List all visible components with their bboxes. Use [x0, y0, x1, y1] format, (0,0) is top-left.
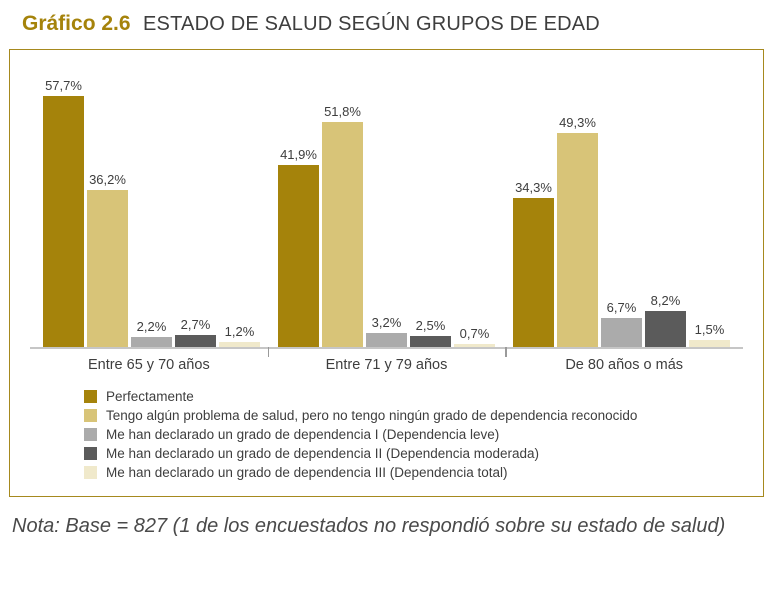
- bar: [513, 198, 554, 347]
- legend-label: Me han declarado un grado de dependencia…: [106, 465, 508, 480]
- bar-value-label: 2,5%: [415, 318, 446, 333]
- bar-value-label: 57,7%: [45, 78, 82, 93]
- bar-value-label: 51,8%: [324, 104, 361, 119]
- chart-frame: 57,7% 36,2% 2,2% 2,7% 1,2% 41,9% 51,8% 3,2% 2,5%…: [9, 49, 764, 497]
- bar: [366, 333, 407, 347]
- bar-value-label: 2,7%: [180, 317, 211, 332]
- bar-column: 6,7%: [601, 300, 642, 347]
- legend-swatch-icon: [84, 466, 97, 479]
- legend: Perfectamente Tengo algún problema de sal…: [84, 389, 745, 480]
- bar-value-label: 36,2%: [89, 172, 126, 187]
- bar-group: 57,7% 36,2% 2,2% 2,7% 1,2%: [34, 60, 269, 347]
- bar-group: 34,3% 49,3% 6,7% 8,2% 1,5%: [504, 60, 739, 347]
- bar-column: 41,9%: [278, 147, 319, 347]
- bar: [131, 337, 172, 347]
- bar: [645, 311, 686, 347]
- bar-column: 36,2%: [87, 172, 128, 347]
- bar: [454, 344, 495, 347]
- bar-value-label: 2,2%: [136, 319, 167, 334]
- bar-value-label: 8,2%: [650, 293, 681, 308]
- bar-column: 2,2%: [131, 319, 172, 347]
- bar-value-label: 41,9%: [280, 147, 317, 162]
- category-axis: Entre 65 y 70 años Entre 71 y 79 años De 8…: [30, 347, 743, 373]
- bar-column: 2,7%: [175, 317, 216, 347]
- bar-column: 2,5%: [410, 318, 451, 347]
- bar: [219, 342, 260, 347]
- bar-column: 1,5%: [689, 322, 730, 347]
- bar-value-label: 1,2%: [224, 324, 255, 339]
- legend-label: Me han declarado un grado de dependencia…: [106, 427, 500, 442]
- bar-value-label: 1,5%: [694, 322, 725, 337]
- legend-label: Me han declarado un grado de dependencia…: [106, 446, 540, 461]
- bar-column: 34,3%: [513, 180, 554, 347]
- legend-label: Perfectamente: [106, 389, 194, 404]
- bar: [322, 122, 363, 347]
- bar: [175, 335, 216, 347]
- bar-value-label: 34,3%: [515, 180, 552, 195]
- bar-column: 0,7%: [454, 326, 495, 347]
- legend-label: Tengo algún problema de salud, pero no t…: [106, 408, 638, 423]
- legend-item: Perfectamente: [84, 389, 745, 404]
- note-text: Nota: Base = 827 (1 de los encuestados n…: [12, 515, 726, 537]
- bar-value-label: 49,3%: [559, 115, 596, 130]
- bar: [557, 133, 598, 347]
- legend-swatch-icon: [84, 390, 97, 403]
- bar-column: 8,2%: [645, 293, 686, 347]
- chart-title: Gráfico 2.6 ESTADO DE SALUD SEGÚN GRUPOS…: [0, 0, 773, 36]
- bar: [601, 318, 642, 347]
- category-label: Entre 65 y 70 años: [87, 357, 210, 373]
- bar-column: 3,2%: [366, 315, 407, 347]
- bar-value-label: 3,2%: [371, 315, 402, 330]
- bar-value-label: 6,7%: [606, 300, 637, 315]
- bar-group: 41,9% 51,8% 3,2% 2,5% 0,7%: [269, 60, 504, 347]
- bar-column: 57,7%: [43, 78, 84, 347]
- legend-item: Me han declarado un grado de dependencia…: [84, 427, 745, 442]
- bar: [278, 165, 319, 347]
- legend-item: Me han declarado un grado de dependencia…: [84, 465, 745, 480]
- legend-swatch-icon: [84, 447, 97, 460]
- category-label: Entre 71 y 79 años: [267, 347, 506, 373]
- bar: [410, 336, 451, 347]
- legend-swatch-icon: [84, 409, 97, 422]
- bar-column: 49,3%: [557, 115, 598, 347]
- bar-column: 1,2%: [219, 324, 260, 347]
- bar-value-label: 0,7%: [459, 326, 490, 341]
- chart-title-text: ESTADO DE SALUD SEGÚN GRUPOS DE EDAD: [143, 13, 600, 35]
- chart-title-prefix: Gráfico 2.6: [22, 12, 131, 35]
- category-label: De 80 años o más: [505, 347, 743, 373]
- legend-item: Tengo algún problema de salud, pero no t…: [84, 408, 745, 423]
- legend-item: Me han declarado un grado de dependencia…: [84, 446, 745, 461]
- bar-column: 51,8%: [322, 104, 363, 347]
- bar: [87, 190, 128, 347]
- legend-swatch-icon: [84, 428, 97, 441]
- plot-area: 57,7% 36,2% 2,2% 2,7% 1,2% 41,9% 51,8% 3,2% 2,5%…: [28, 60, 745, 347]
- bar: [43, 96, 84, 347]
- bar: [689, 340, 730, 347]
